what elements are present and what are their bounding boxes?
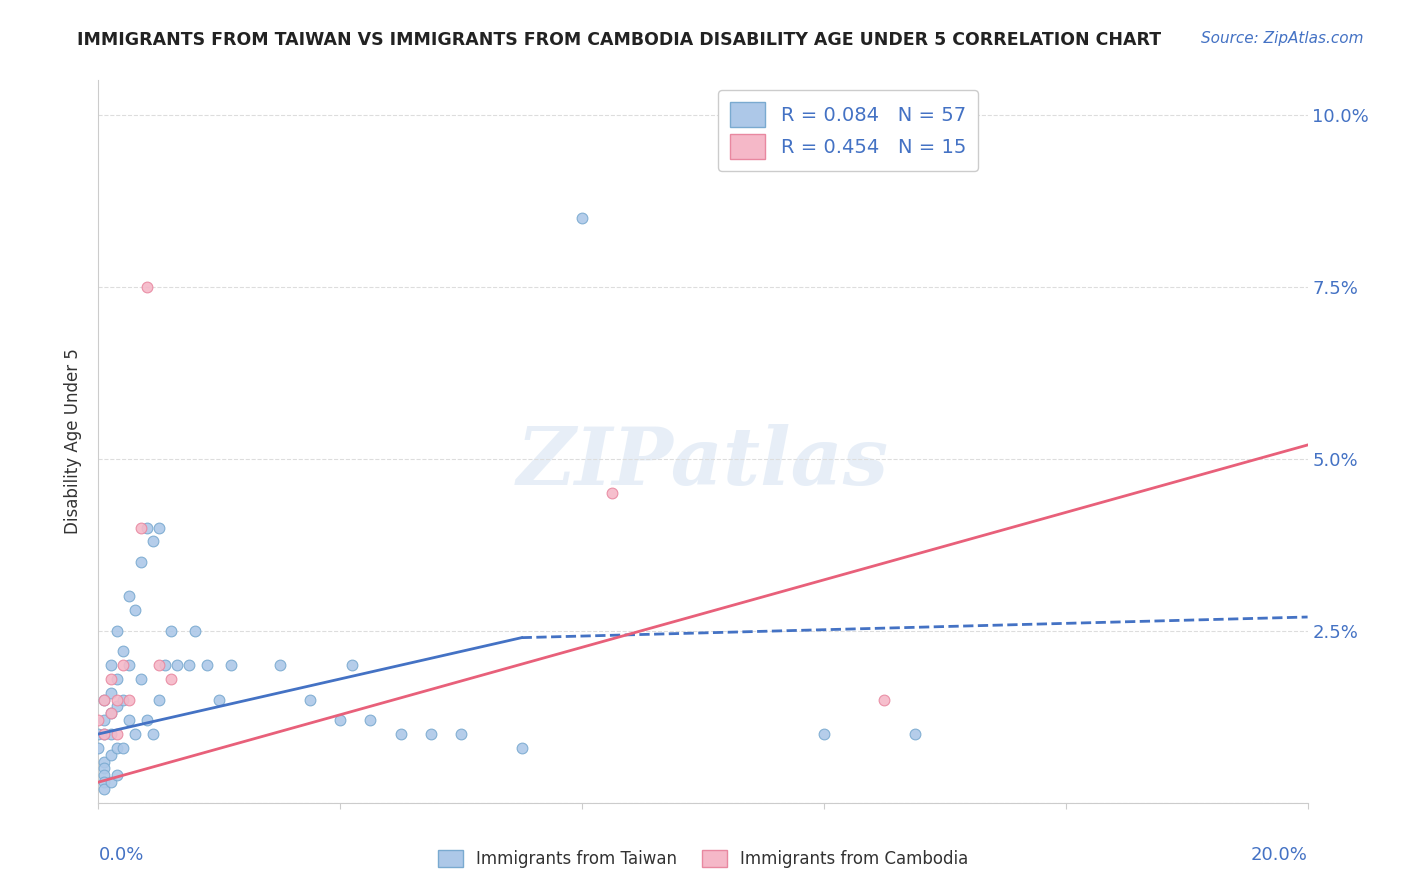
Point bbox=[269, 658, 291, 673]
Point bbox=[124, 727, 146, 741]
Point bbox=[105, 699, 128, 714]
Point bbox=[100, 686, 122, 700]
Point bbox=[208, 692, 231, 706]
Point bbox=[813, 727, 835, 741]
Point bbox=[105, 624, 128, 638]
Point bbox=[93, 755, 115, 769]
Point bbox=[148, 520, 170, 534]
Point bbox=[93, 775, 115, 789]
Point bbox=[129, 555, 152, 569]
Point bbox=[873, 692, 896, 706]
Point bbox=[450, 727, 472, 741]
Point bbox=[299, 692, 322, 706]
Point bbox=[129, 672, 152, 686]
Point bbox=[148, 658, 170, 673]
Point bbox=[105, 768, 128, 782]
Point bbox=[93, 761, 115, 775]
Point bbox=[129, 520, 152, 534]
Point bbox=[111, 644, 134, 658]
Point bbox=[111, 692, 134, 706]
Point bbox=[360, 713, 382, 727]
Point bbox=[105, 672, 128, 686]
Point bbox=[87, 740, 110, 755]
Point bbox=[111, 740, 134, 755]
Point bbox=[342, 658, 364, 673]
Text: 0.0%: 0.0% bbox=[98, 847, 143, 864]
Point bbox=[142, 534, 165, 549]
Y-axis label: Disability Age Under 5: Disability Age Under 5 bbox=[65, 349, 83, 534]
Point bbox=[329, 713, 352, 727]
Point bbox=[153, 658, 176, 673]
Point bbox=[93, 692, 115, 706]
Point bbox=[100, 775, 122, 789]
Point bbox=[118, 658, 141, 673]
Legend: R = 0.084   N = 57, R = 0.454   N = 15: R = 0.084 N = 57, R = 0.454 N = 15 bbox=[718, 90, 977, 171]
Point bbox=[93, 713, 115, 727]
Point bbox=[93, 782, 115, 797]
Point bbox=[124, 603, 146, 617]
Point bbox=[118, 692, 141, 706]
Point bbox=[87, 727, 110, 741]
Point bbox=[602, 486, 624, 500]
Point bbox=[195, 658, 218, 673]
Point bbox=[118, 590, 141, 604]
Text: 20.0%: 20.0% bbox=[1251, 847, 1308, 864]
Point bbox=[166, 658, 188, 673]
Point bbox=[904, 727, 927, 741]
Point bbox=[160, 624, 183, 638]
Point bbox=[100, 706, 122, 721]
Point bbox=[93, 727, 115, 741]
Point bbox=[571, 211, 593, 225]
Point bbox=[148, 692, 170, 706]
Point bbox=[184, 624, 207, 638]
Point bbox=[100, 706, 122, 721]
Point bbox=[135, 713, 157, 727]
Point bbox=[111, 658, 134, 673]
Point bbox=[510, 740, 533, 755]
Point bbox=[389, 727, 412, 741]
Point bbox=[100, 727, 122, 741]
Point bbox=[135, 520, 157, 534]
Point bbox=[100, 658, 122, 673]
Point bbox=[105, 692, 128, 706]
Legend: Immigrants from Taiwan, Immigrants from Cambodia: Immigrants from Taiwan, Immigrants from … bbox=[430, 843, 976, 875]
Point bbox=[179, 658, 201, 673]
Point bbox=[93, 768, 115, 782]
Point bbox=[135, 279, 157, 293]
Point bbox=[87, 713, 110, 727]
Text: IMMIGRANTS FROM TAIWAN VS IMMIGRANTS FROM CAMBODIA DISABILITY AGE UNDER 5 CORREL: IMMIGRANTS FROM TAIWAN VS IMMIGRANTS FRO… bbox=[77, 31, 1161, 49]
Point bbox=[105, 727, 128, 741]
Point bbox=[100, 747, 122, 762]
Point bbox=[160, 672, 183, 686]
Text: ZIPatlas: ZIPatlas bbox=[517, 425, 889, 502]
Point bbox=[221, 658, 243, 673]
Point bbox=[93, 727, 115, 741]
Point bbox=[93, 692, 115, 706]
Point bbox=[420, 727, 443, 741]
Point bbox=[118, 713, 141, 727]
Point bbox=[105, 740, 128, 755]
Text: Source: ZipAtlas.com: Source: ZipAtlas.com bbox=[1201, 31, 1364, 46]
Point bbox=[142, 727, 165, 741]
Point bbox=[100, 672, 122, 686]
